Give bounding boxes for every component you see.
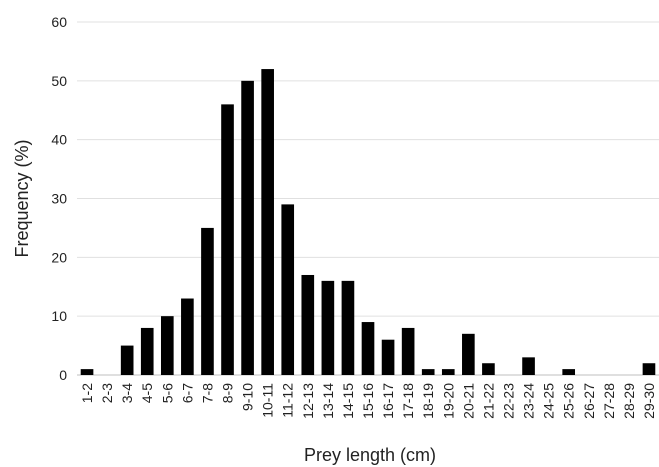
x-tick-label: 11-12 bbox=[280, 383, 296, 418]
bar-25-26 bbox=[562, 369, 576, 375]
x-tick-label: 29-30 bbox=[641, 383, 657, 419]
bar-12-13 bbox=[301, 274, 315, 375]
x-tick-label: 8-9 bbox=[220, 383, 236, 403]
x-tick-label: 1-2 bbox=[79, 383, 95, 403]
x-tick-label: 17-18 bbox=[400, 383, 416, 419]
bar-18-19 bbox=[421, 369, 435, 375]
bar-5-6 bbox=[160, 316, 174, 375]
bars bbox=[80, 69, 656, 376]
x-tick-label: 15-16 bbox=[360, 383, 376, 419]
x-tick-label: 21-22 bbox=[480, 383, 496, 419]
x-tick-label: 18-19 bbox=[420, 383, 436, 419]
x-tick-label: 7-8 bbox=[199, 383, 215, 403]
bar-23-24 bbox=[522, 357, 535, 375]
x-tick-label: 3-4 bbox=[119, 383, 135, 403]
x-tick-label: 16-17 bbox=[380, 383, 396, 419]
bar-3-4 bbox=[120, 345, 134, 375]
x-tick-label: 2-3 bbox=[99, 383, 115, 403]
bar-13-14 bbox=[321, 280, 335, 375]
y-tick-label: 0 bbox=[59, 367, 67, 383]
y-tick-label: 50 bbox=[51, 73, 67, 89]
x-tick-label: 6-7 bbox=[179, 383, 195, 403]
x-tick-label: 28-29 bbox=[621, 383, 637, 419]
x-tick-label: 27-28 bbox=[601, 383, 617, 419]
y-tick-label: 30 bbox=[51, 191, 67, 207]
gridlines bbox=[77, 21, 659, 376]
x-tick-label: 20-21 bbox=[460, 383, 476, 419]
bar-21-22 bbox=[482, 363, 495, 375]
y-tick-label: 60 bbox=[51, 14, 67, 30]
x-tick-label: 24-25 bbox=[541, 383, 557, 419]
x-axis-title: Prey length (cm) bbox=[304, 445, 436, 465]
x-tick-label: 22-23 bbox=[500, 383, 516, 419]
x-tick-label: 12-13 bbox=[300, 383, 316, 419]
bar-29-30 bbox=[642, 363, 656, 375]
x-tick-label: 13-14 bbox=[320, 383, 336, 419]
bar-16-17 bbox=[381, 339, 395, 375]
bar-6-7 bbox=[181, 298, 194, 375]
bar-11-12 bbox=[281, 204, 295, 375]
bar-14-15 bbox=[341, 280, 355, 375]
x-tick-label: 5-6 bbox=[159, 383, 175, 403]
bar-20-21 bbox=[462, 333, 475, 375]
x-tick-label: 4-5 bbox=[139, 383, 155, 403]
x-tick-label: 9-10 bbox=[240, 383, 256, 411]
y-tick-labels: 0 10 20 30 40 50 60 bbox=[51, 14, 67, 383]
bar-7-8 bbox=[201, 227, 214, 375]
bar-10-11 bbox=[261, 69, 274, 376]
y-tick-label: 10 bbox=[51, 308, 67, 324]
y-tick-label: 20 bbox=[51, 249, 67, 265]
bar-19-20 bbox=[441, 369, 455, 375]
bar-1-2 bbox=[80, 369, 94, 375]
bar-4-5 bbox=[140, 327, 154, 375]
x-tick-label: 25-26 bbox=[561, 383, 577, 419]
bar-8-9 bbox=[221, 104, 234, 375]
x-tick-label: 26-27 bbox=[581, 383, 597, 419]
x-tick-labels: 1-2 2-3 3-4 4-5 5-6 6-7 7-8 8-9 9-10 10-11 11-12 12… bbox=[79, 383, 657, 419]
bar-9-10 bbox=[241, 80, 254, 375]
y-axis-title: Frequency (%) bbox=[12, 139, 32, 257]
x-tick-label: 23-24 bbox=[521, 383, 537, 419]
bar-17-18 bbox=[401, 327, 415, 375]
y-tick-label: 40 bbox=[51, 132, 67, 148]
x-tick-label: 14-15 bbox=[340, 383, 356, 419]
x-tick-label: 19-20 bbox=[440, 383, 456, 419]
bar-15-16 bbox=[361, 322, 375, 375]
x-tick-label: 10-11 bbox=[260, 383, 276, 418]
